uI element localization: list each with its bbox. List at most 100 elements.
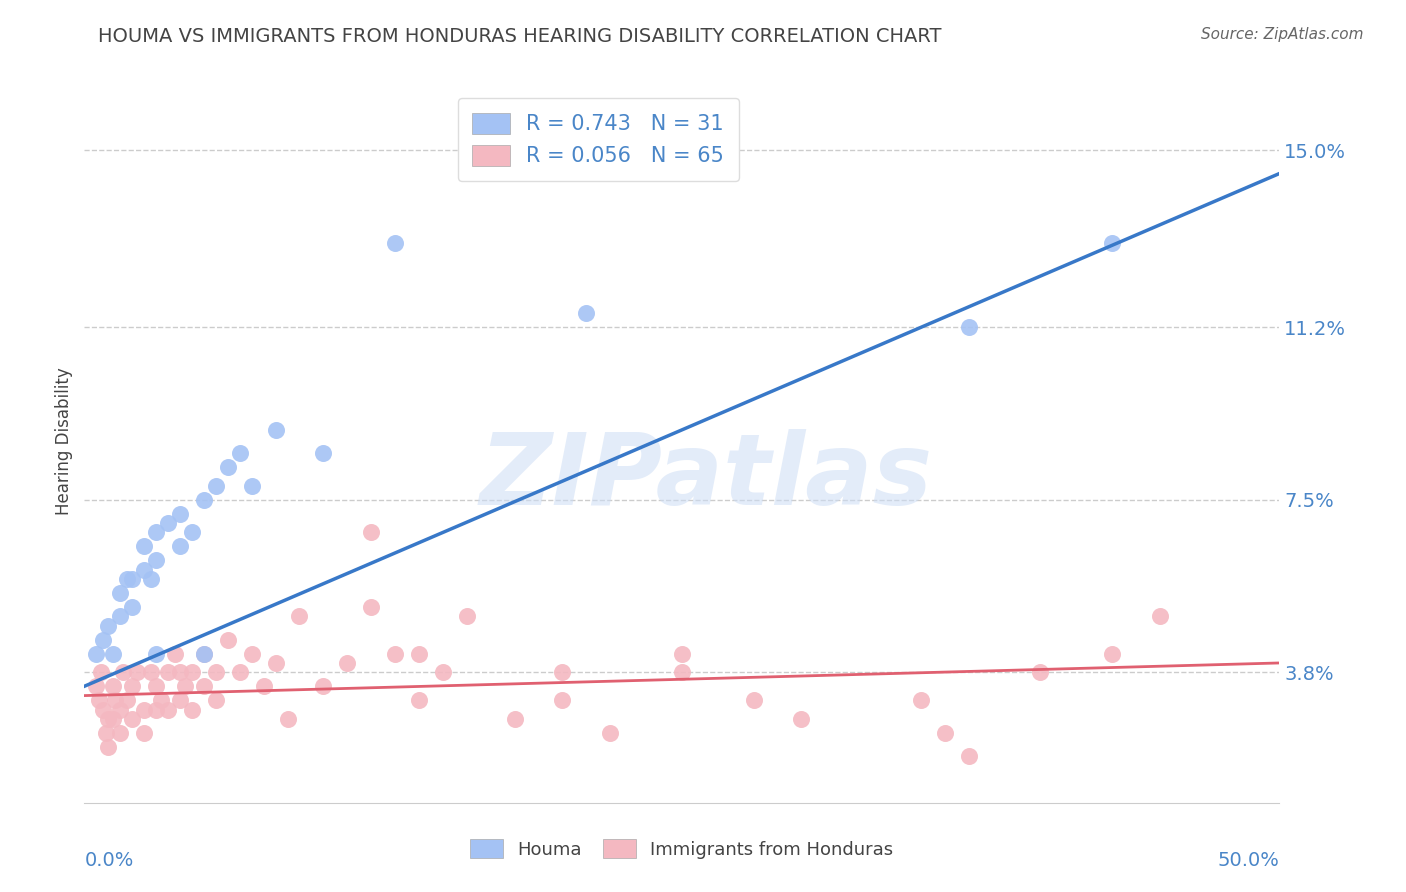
Point xyxy=(157,702,180,716)
Point xyxy=(408,693,430,707)
Point xyxy=(205,665,228,680)
Point xyxy=(599,726,621,740)
Point xyxy=(205,693,228,707)
Point xyxy=(181,702,204,716)
Point xyxy=(117,572,139,586)
Point xyxy=(671,665,693,680)
Point xyxy=(145,647,167,661)
Point xyxy=(384,647,406,661)
Point xyxy=(169,540,191,554)
Text: ZIPatlas: ZIPatlas xyxy=(479,429,932,526)
Point xyxy=(217,632,239,647)
Point xyxy=(104,693,127,707)
Point xyxy=(132,563,156,577)
Point xyxy=(110,609,132,624)
Point xyxy=(145,702,167,716)
Point xyxy=(173,679,195,693)
Point xyxy=(111,665,134,680)
Point xyxy=(193,679,215,693)
Point xyxy=(277,712,299,726)
Point xyxy=(90,665,112,680)
Point xyxy=(169,507,191,521)
Point xyxy=(97,712,120,726)
Point xyxy=(125,665,148,680)
Point xyxy=(456,609,478,624)
Point xyxy=(193,647,215,661)
Point xyxy=(181,525,204,540)
Point xyxy=(312,679,335,693)
Point xyxy=(205,479,228,493)
Point xyxy=(157,665,180,680)
Point xyxy=(86,647,108,661)
Point xyxy=(121,600,143,615)
Point xyxy=(551,665,574,680)
Point xyxy=(97,739,120,754)
Legend: Houma, Immigrants from Honduras: Houma, Immigrants from Honduras xyxy=(463,832,901,866)
Point xyxy=(217,460,239,475)
Point xyxy=(264,423,287,437)
Text: Source: ZipAtlas.com: Source: ZipAtlas.com xyxy=(1201,27,1364,42)
Point xyxy=(132,702,156,716)
Point xyxy=(1029,665,1052,680)
Point xyxy=(240,647,263,661)
Point xyxy=(288,609,311,624)
Point xyxy=(551,693,574,707)
Point xyxy=(1149,609,1171,624)
Point xyxy=(1101,647,1123,661)
Point xyxy=(110,726,132,740)
Point xyxy=(360,525,382,540)
Point xyxy=(157,516,180,530)
Point xyxy=(503,712,526,726)
Point xyxy=(934,726,956,740)
Point xyxy=(384,236,406,251)
Point xyxy=(101,712,124,726)
Text: HOUMA VS IMMIGRANTS FROM HONDURAS HEARING DISABILITY CORRELATION CHART: HOUMA VS IMMIGRANTS FROM HONDURAS HEARIN… xyxy=(98,27,942,45)
Text: 50.0%: 50.0% xyxy=(1218,851,1279,871)
Point xyxy=(671,647,693,661)
Point xyxy=(145,525,167,540)
Point xyxy=(336,656,359,670)
Point xyxy=(742,693,765,707)
Point xyxy=(165,647,187,661)
Point xyxy=(432,665,454,680)
Point xyxy=(1101,236,1123,251)
Y-axis label: Hearing Disability: Hearing Disability xyxy=(55,368,73,516)
Point xyxy=(264,656,287,670)
Point xyxy=(94,726,117,740)
Point xyxy=(229,446,252,460)
Point xyxy=(360,600,382,615)
Point xyxy=(101,679,124,693)
Point xyxy=(145,553,167,567)
Point xyxy=(312,446,335,460)
Point xyxy=(93,702,115,716)
Point xyxy=(181,665,204,680)
Point xyxy=(145,679,167,693)
Point xyxy=(141,572,163,586)
Point xyxy=(121,712,143,726)
Point xyxy=(790,712,813,726)
Point xyxy=(110,586,132,600)
Text: 0.0%: 0.0% xyxy=(84,851,134,871)
Point xyxy=(117,693,139,707)
Point xyxy=(121,679,143,693)
Point xyxy=(141,665,163,680)
Point xyxy=(240,479,263,493)
Point xyxy=(193,647,215,661)
Point xyxy=(910,693,932,707)
Point xyxy=(169,693,191,707)
Point xyxy=(110,702,132,716)
Point xyxy=(169,665,191,680)
Point xyxy=(408,647,430,661)
Point xyxy=(193,492,215,507)
Point xyxy=(253,679,276,693)
Point xyxy=(957,320,980,334)
Point xyxy=(121,572,143,586)
Point xyxy=(93,632,115,647)
Point xyxy=(957,749,980,764)
Point xyxy=(86,679,108,693)
Point xyxy=(575,306,598,320)
Point xyxy=(229,665,252,680)
Point xyxy=(149,693,172,707)
Point xyxy=(132,726,156,740)
Point xyxy=(132,540,156,554)
